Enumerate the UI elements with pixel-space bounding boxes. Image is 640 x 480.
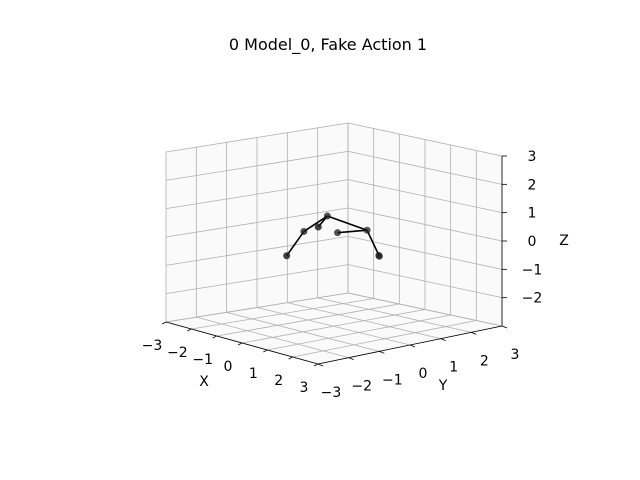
z-tick-label: 1 xyxy=(528,206,537,222)
grid-line xyxy=(165,150,349,181)
skeleton-segment xyxy=(366,229,381,257)
grid-line xyxy=(256,307,411,346)
z-tick-label: 0 xyxy=(528,234,537,250)
grid-line xyxy=(347,292,503,327)
x-tick xyxy=(288,356,293,360)
grid-line xyxy=(287,302,441,340)
x-tick-label: 0 xyxy=(224,359,233,375)
z-axis-label: Z xyxy=(559,233,569,249)
data-point xyxy=(283,252,291,260)
chart-title: 0 Model_0, Fake Action 1 xyxy=(229,35,427,55)
x-tick xyxy=(263,349,268,353)
grid-line xyxy=(317,297,472,333)
y-tick xyxy=(409,344,416,348)
skeleton-segment xyxy=(303,215,328,233)
grid-line xyxy=(347,264,503,299)
data-point xyxy=(314,223,322,231)
grid-line xyxy=(165,179,349,210)
z-tick-label: −2 xyxy=(522,291,543,307)
y-axis-label: Y xyxy=(438,378,448,394)
data-point xyxy=(375,252,383,260)
skeleton-segment xyxy=(286,230,305,257)
grid-line xyxy=(196,316,349,359)
grid-line xyxy=(165,264,349,295)
data-point xyxy=(300,227,308,235)
grid-line xyxy=(165,292,349,323)
y-tick-label: 3 xyxy=(511,347,520,363)
x-tick-label: 3 xyxy=(300,380,309,396)
x-tick xyxy=(313,363,319,367)
y-tick xyxy=(471,331,477,335)
grid-line xyxy=(347,150,503,185)
y-tick xyxy=(348,357,354,361)
y-tick xyxy=(379,350,385,354)
y-tick-label: −2 xyxy=(351,379,372,395)
grid-line xyxy=(226,311,380,352)
y-tick xyxy=(317,363,324,367)
z-tick-label: −1 xyxy=(522,262,543,278)
y-tick xyxy=(440,338,446,342)
x-tick-label: 2 xyxy=(274,373,283,389)
x-tick-label: −3 xyxy=(142,338,163,354)
x-tick-label: −2 xyxy=(167,345,188,361)
x-tick xyxy=(212,335,217,339)
y-tick-label: −3 xyxy=(321,385,342,401)
grid-line xyxy=(347,179,503,214)
y-tick-label: 1 xyxy=(449,360,458,376)
y-tick-label: 0 xyxy=(419,366,428,382)
grid-line xyxy=(165,122,349,153)
x-tick xyxy=(161,321,167,325)
x-axis-label: X xyxy=(199,374,209,390)
z-tick-label: 2 xyxy=(528,177,537,193)
y-tick-label: −1 xyxy=(382,372,403,388)
grid-line xyxy=(165,235,349,266)
x-tick-label: 1 xyxy=(249,366,258,382)
grid-line xyxy=(165,207,349,238)
grid-line xyxy=(347,235,503,270)
z-tick-label: 3 xyxy=(528,149,537,165)
x-tick-label: −1 xyxy=(192,352,213,368)
data-point xyxy=(363,226,371,234)
skeleton-segment xyxy=(337,229,368,234)
x-tick xyxy=(237,342,243,346)
skeleton-segment xyxy=(327,215,368,231)
grid-line xyxy=(347,207,503,242)
data-point xyxy=(334,229,342,237)
y-tick xyxy=(501,325,508,329)
x-tick xyxy=(187,328,192,332)
data-point xyxy=(323,212,331,220)
y-tick-label: 2 xyxy=(480,353,489,369)
grid-line xyxy=(347,122,503,157)
